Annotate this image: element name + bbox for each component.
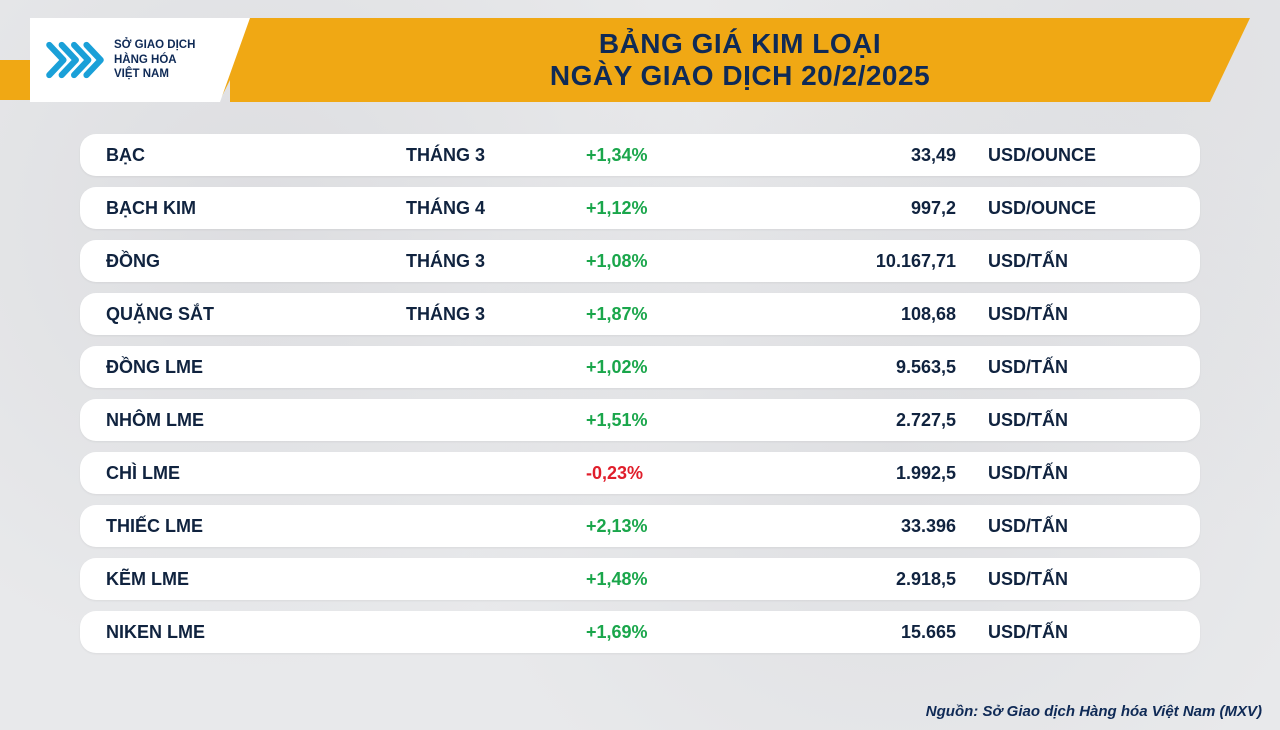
price-table: BẠCTHÁNG 3+1,34%33,49USD/OUNCEBẠCH KIMTH… bbox=[80, 134, 1200, 653]
title-line-1: BẢNG GIÁ KIM LOẠI bbox=[599, 28, 881, 60]
cell-change: +1,12% bbox=[586, 198, 756, 219]
cell-month: THÁNG 4 bbox=[406, 198, 586, 219]
table-row: CHÌ LME -0,23%1.992,5USD/TẤN bbox=[80, 452, 1200, 494]
cell-name: BẠC bbox=[106, 145, 406, 166]
org-line-2: HÀNG HÓA bbox=[114, 53, 195, 67]
table-row: KẼM LME +1,48%2.918,5USD/TẤN bbox=[80, 558, 1200, 600]
cell-price: 108,68 bbox=[756, 304, 956, 325]
table-row: NHÔM LME +1,51%2.727,5USD/TẤN bbox=[80, 399, 1200, 441]
cell-change: -0,23% bbox=[586, 463, 756, 484]
cell-name: NIKEN LME bbox=[106, 622, 406, 643]
cell-unit: USD/TẤN bbox=[956, 569, 1174, 590]
cell-change: +1,69% bbox=[586, 622, 756, 643]
header: BẢNG GIÁ KIM LOẠI NGÀY GIAO DỊCH 20/2/20… bbox=[0, 10, 1280, 110]
cell-price: 2.727,5 bbox=[756, 410, 956, 431]
cell-unit: USD/TẤN bbox=[956, 463, 1174, 484]
table-row: BẠCTHÁNG 3+1,34%33,49USD/OUNCE bbox=[80, 134, 1200, 176]
cell-change: +1,02% bbox=[586, 357, 756, 378]
table-row: QUẶNG SẮTTHÁNG 3+1,87%108,68USD/TẤN bbox=[80, 293, 1200, 335]
cell-month: THÁNG 3 bbox=[406, 251, 586, 272]
cell-change: +1,87% bbox=[586, 304, 756, 325]
cell-price: 33.396 bbox=[756, 516, 956, 537]
cell-name: NHÔM LME bbox=[106, 410, 406, 431]
cell-month: THÁNG 3 bbox=[406, 145, 586, 166]
cell-change: +2,13% bbox=[586, 516, 756, 537]
org-line-3: VIỆT NAM bbox=[114, 67, 195, 81]
cell-change: +1,51% bbox=[586, 410, 756, 431]
cell-name: BẠCH KIM bbox=[106, 198, 406, 219]
cell-name: QUẶNG SẮT bbox=[106, 304, 406, 325]
cell-price: 33,49 bbox=[756, 145, 956, 166]
org-line-1: SỞ GIAO DỊCH bbox=[114, 38, 195, 52]
cell-name: THIẾC LME bbox=[106, 516, 406, 537]
cell-unit: USD/TẤN bbox=[956, 357, 1174, 378]
cell-price: 10.167,71 bbox=[756, 251, 956, 272]
cell-unit: USD/TẤN bbox=[956, 410, 1174, 431]
cell-unit: USD/OUNCE bbox=[956, 145, 1174, 166]
cell-price: 997,2 bbox=[756, 198, 956, 219]
title-banner: BẢNG GIÁ KIM LOẠI NGÀY GIAO DỊCH 20/2/20… bbox=[230, 18, 1250, 102]
cell-unit: USD/OUNCE bbox=[956, 198, 1174, 219]
cell-unit: USD/TẤN bbox=[956, 622, 1174, 643]
source-footer: Nguồn: Sở Giao dịch Hàng hóa Việt Nam (M… bbox=[926, 703, 1262, 720]
table-row: THIẾC LME +2,13%33.396USD/TẤN bbox=[80, 505, 1200, 547]
cell-price: 15.665 bbox=[756, 622, 956, 643]
cell-unit: USD/TẤN bbox=[956, 251, 1174, 272]
cell-unit: USD/TẤN bbox=[956, 304, 1174, 325]
cell-unit: USD/TẤN bbox=[956, 516, 1174, 537]
cell-name: CHÌ LME bbox=[106, 463, 406, 484]
cell-name: ĐỒNG bbox=[106, 251, 406, 272]
table-row: BẠCH KIMTHÁNG 4+1,12%997,2USD/OUNCE bbox=[80, 187, 1200, 229]
logo-text: SỞ GIAO DỊCH HÀNG HÓA VIỆT NAM bbox=[114, 38, 195, 81]
cell-price: 2.918,5 bbox=[756, 569, 956, 590]
logo-box: SỞ GIAO DỊCH HÀNG HÓA VIỆT NAM bbox=[30, 18, 250, 102]
table-row: ĐỒNGTHÁNG 3+1,08%10.167,71USD/TẤN bbox=[80, 240, 1200, 282]
cell-name: KẼM LME bbox=[106, 569, 406, 590]
table-row: ĐỒNG LME +1,02%9.563,5USD/TẤN bbox=[80, 346, 1200, 388]
cell-price: 9.563,5 bbox=[756, 357, 956, 378]
title-line-2: NGÀY GIAO DỊCH 20/2/2025 bbox=[550, 60, 930, 92]
cell-change: +1,34% bbox=[586, 145, 756, 166]
cell-month: THÁNG 3 bbox=[406, 304, 586, 325]
cell-name: ĐỒNG LME bbox=[106, 357, 406, 378]
table-row: NIKEN LME +1,69%15.665USD/TẤN bbox=[80, 611, 1200, 653]
cell-change: +1,48% bbox=[586, 569, 756, 590]
logo-chevrons-icon bbox=[44, 36, 106, 84]
cell-price: 1.992,5 bbox=[756, 463, 956, 484]
cell-change: +1,08% bbox=[586, 251, 756, 272]
